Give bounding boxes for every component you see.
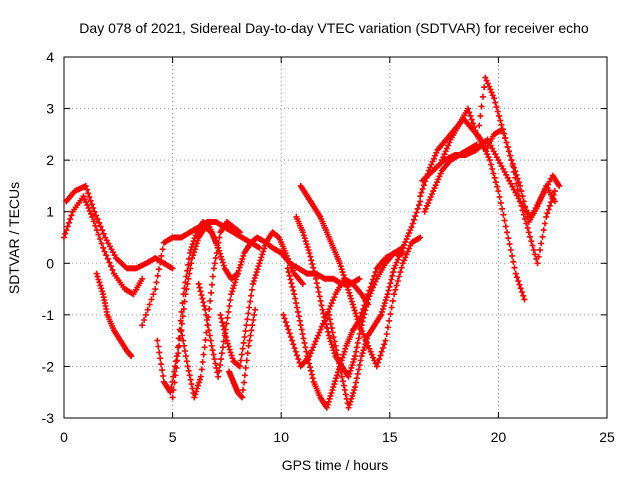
series-markers — [61, 193, 146, 298]
x-tick-label: 0 — [60, 429, 68, 445]
series-markers — [326, 198, 424, 411]
series-markers — [421, 74, 558, 267]
series-track-15 — [326, 198, 424, 411]
series-markers — [178, 219, 243, 401]
series-track-11 — [280, 275, 372, 370]
series-track-14 — [284, 250, 406, 411]
series-track-8 — [195, 234, 363, 380]
series-track-9 — [217, 229, 306, 370]
series-markers — [417, 115, 528, 303]
series-markers — [63, 182, 176, 272]
x-axis-label: GPS time / hours — [282, 457, 389, 473]
series-track-17 — [421, 74, 558, 267]
x-tick-label: 5 — [169, 429, 177, 445]
y-tick-label: 0 — [46, 255, 54, 271]
ticks-layer: 0 5 10 15 20 25 -3 -2 -1 0 1 2 3 4 — [42, 49, 615, 445]
series-track-7 — [178, 219, 243, 401]
y-tick-label: 1 — [46, 204, 54, 220]
plot-frame — [63, 56, 608, 419]
y-tick-label: 4 — [46, 49, 54, 65]
y-tick-label: -1 — [42, 307, 55, 323]
y-tick-label: 2 — [46, 152, 54, 168]
y-tick-label: -2 — [42, 358, 55, 374]
y-tick-label: 3 — [46, 101, 54, 117]
series-track-1 — [61, 193, 146, 298]
x-tick-label: 25 — [599, 429, 615, 445]
series-track-3 — [93, 270, 135, 360]
x-tick-label: 15 — [382, 429, 398, 445]
x-tick-label: 10 — [273, 429, 289, 445]
series-track-19 — [438, 105, 558, 225]
y-tick-label: -3 — [42, 410, 55, 426]
y-axis-label: SDTVAR / TECUs — [6, 182, 22, 294]
series-layer — [61, 74, 563, 411]
x-tick-label: 20 — [491, 429, 507, 445]
chart-title: Day 078 of 2021, Sidereal Day-to-day VTE… — [79, 20, 589, 36]
series-track-2 — [63, 182, 176, 272]
series-track-10 — [226, 306, 259, 401]
series-track-16 — [417, 115, 528, 303]
grid-layer — [64, 57, 607, 418]
